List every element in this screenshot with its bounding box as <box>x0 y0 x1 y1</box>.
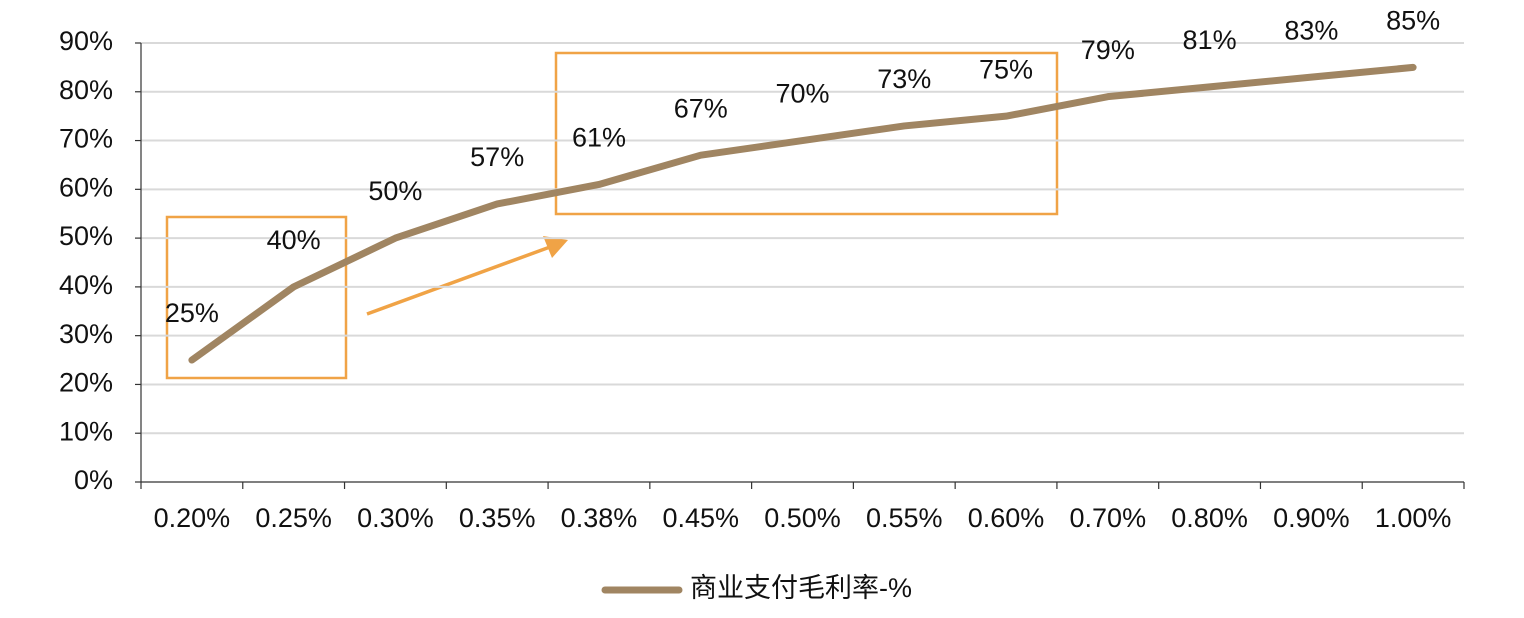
highlight-box <box>554 51 1059 216</box>
data-label: 75% <box>979 54 1033 84</box>
x-tick-label: 0.20% <box>154 503 231 533</box>
x-tick-label: 0.50% <box>764 503 841 533</box>
data-label: 79% <box>1081 35 1135 65</box>
data-label: 81% <box>1183 25 1237 55</box>
data-label: 61% <box>572 123 626 153</box>
highlight-box <box>165 215 348 380</box>
annotations <box>165 51 1059 380</box>
arrow-shaft <box>366 245 551 316</box>
x-tick-label: 0.35% <box>459 503 536 533</box>
x-tick-label: 0.45% <box>662 503 739 533</box>
data-label: 70% <box>775 79 829 109</box>
data-label: 83% <box>1284 15 1338 45</box>
x-tick-label: 0.80% <box>1171 503 1248 533</box>
data-line <box>188 63 1417 364</box>
y-tick-label: 10% <box>59 416 113 446</box>
data-label: 85% <box>1386 6 1440 36</box>
y-tick-label: 30% <box>59 319 113 349</box>
legend-label: 商业支付毛利率-% <box>690 573 912 603</box>
x-tick-label: 0.30% <box>357 503 434 533</box>
x-tick-label: 0.70% <box>1070 503 1147 533</box>
data-label: 67% <box>674 93 728 123</box>
y-tick-label: 0% <box>74 465 113 495</box>
x-tick-label: 0.25% <box>255 503 332 533</box>
x-tick-label: 0.90% <box>1273 503 1350 533</box>
x-tick-label: 0.55% <box>866 503 943 533</box>
data-label: 40% <box>267 225 321 255</box>
y-tick-label: 60% <box>59 172 113 202</box>
y-tick-label: 80% <box>59 75 113 105</box>
data-label: 25% <box>165 298 219 328</box>
x-tick-label: 0.38% <box>561 503 638 533</box>
arrow-head <box>543 236 568 258</box>
y-tick-label: 20% <box>59 368 113 398</box>
data-label: 57% <box>470 142 524 172</box>
y-tick-label: 70% <box>59 124 113 154</box>
y-tick-label: 40% <box>59 270 113 300</box>
data-label: 73% <box>877 64 931 94</box>
x-tick-label: 0.60% <box>968 503 1045 533</box>
x-tick-label: 1.00% <box>1375 503 1452 533</box>
data-label: 50% <box>368 176 422 206</box>
y-tick-label: 90% <box>59 26 113 56</box>
y-tick-label: 50% <box>59 221 113 251</box>
